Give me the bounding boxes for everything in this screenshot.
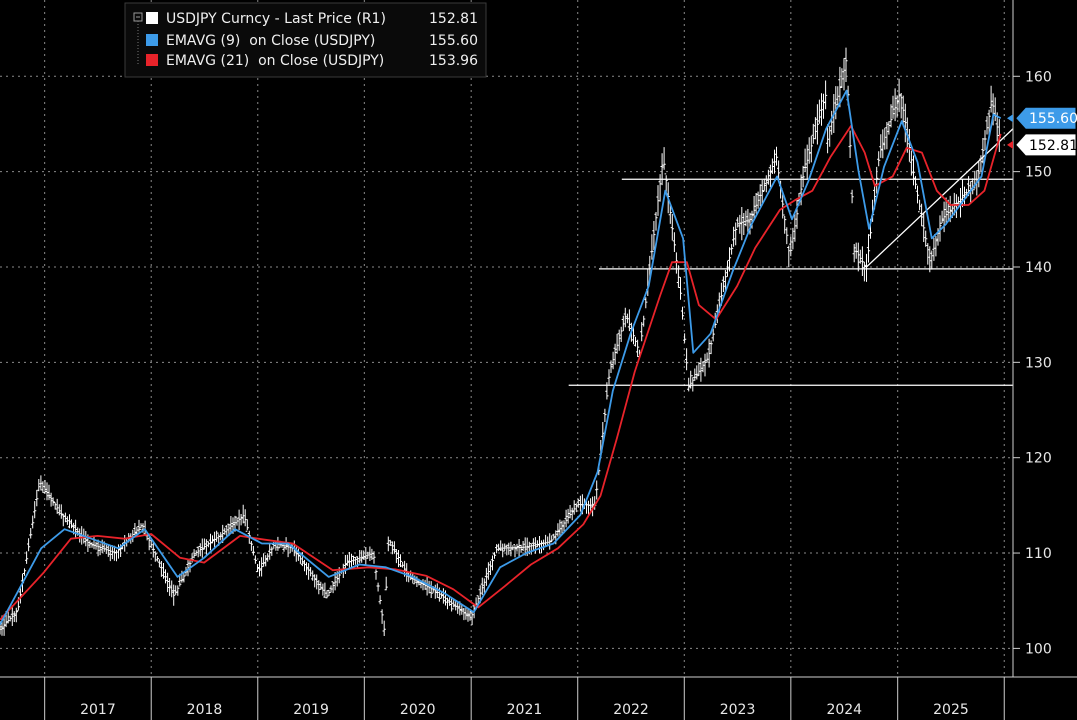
legend-label-price: USDJPY Curncy - Last Price (R1)	[166, 11, 386, 27]
legend: USDJPY Curncy - Last Price (R1) 152.81 E…	[124, 2, 487, 78]
y-tick-label: 100	[1025, 641, 1052, 657]
price-bar-open-close	[0, 57, 1001, 632]
x-tick-label: 2024	[826, 702, 862, 718]
price-bars	[0, 47, 1001, 636]
last-value-marker	[1007, 140, 1013, 149]
legend-value-ema9: 155.60	[429, 33, 478, 49]
last-value-tags: 155.60 152.81	[1007, 107, 1077, 156]
last-value-tag	[1016, 107, 1076, 129]
last-value-marker	[1007, 114, 1013, 123]
x-tick-label: 2022	[613, 702, 649, 718]
trend-line	[866, 128, 1014, 268]
x-tick-label: 2018	[187, 702, 223, 718]
series-lines	[0, 89, 1002, 626]
legend-value-ema21: 153.96	[429, 53, 478, 69]
last-value-tag-label: 152.81	[1029, 138, 1077, 154]
legend-swatch-ema9	[146, 34, 158, 46]
y-tick-label: 160	[1025, 69, 1052, 85]
x-tick-label: 2019	[293, 702, 329, 718]
plot-area	[0, 0, 1013, 677]
legend-entry-ema21: EMAVG (21) on Close (USDJPY) 153.96	[146, 53, 478, 69]
legend-swatch-ema21	[146, 54, 158, 66]
last-value-tag-label: 155.60	[1029, 111, 1077, 127]
y-tick-label: 110	[1025, 546, 1052, 562]
x-tick-label: 2020	[400, 702, 436, 718]
legend-swatch-price	[146, 12, 158, 24]
support-resistance-lines	[568, 128, 1014, 386]
legend-value-price: 152.81	[429, 11, 478, 27]
last-value-tag	[1016, 134, 1076, 156]
legend-entry-ema9: EMAVG (9) on Close (USDJPY) 155.60	[146, 33, 478, 49]
legend-label-ema9: EMAVG (9) on Close (USDJPY)	[166, 33, 375, 49]
legend-label-ema21: EMAVG (21) on Close (USDJPY)	[166, 53, 384, 69]
y-tick-label: 150	[1025, 165, 1052, 181]
x-tick-label: 2021	[507, 702, 543, 718]
ema9-line	[0, 89, 1002, 626]
legend-box	[124, 2, 487, 78]
y-tick-label: 140	[1025, 260, 1052, 276]
legend-entry-price: USDJPY Curncy - Last Price (R1) 152.81	[146, 11, 478, 27]
y-tick-label: 120	[1025, 451, 1052, 467]
y-tick-label: 130	[1025, 355, 1052, 371]
x-tick-label: 2023	[720, 702, 756, 718]
x-tick-label: 2025	[933, 702, 969, 718]
ema21-line	[0, 125, 1002, 621]
x-tick-label: 2017	[80, 702, 116, 718]
